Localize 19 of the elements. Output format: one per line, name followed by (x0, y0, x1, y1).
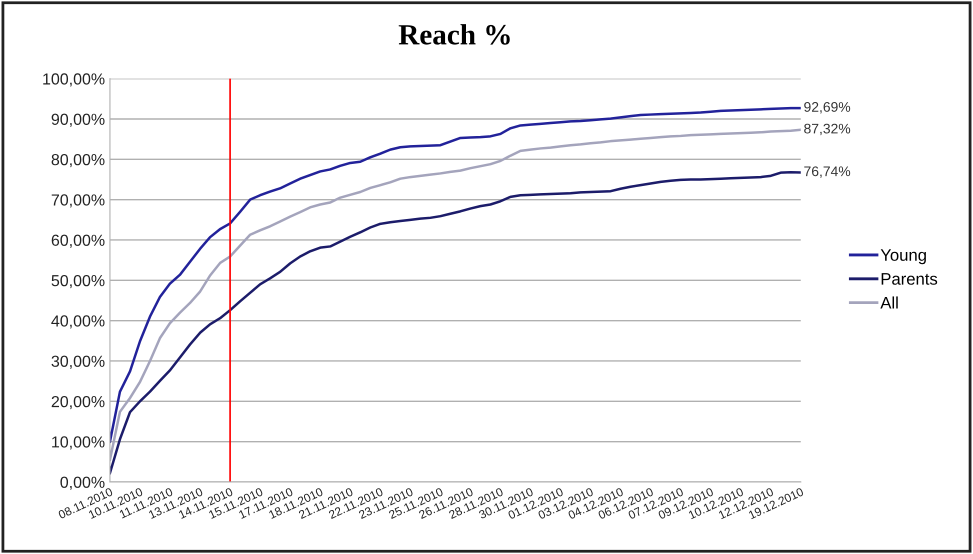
legend-label: All (880, 296, 898, 309)
chart-title: Reach % (398, 24, 510, 45)
y-tick-label: 60,00% (52, 234, 105, 248)
y-tick-label: 10,00% (52, 436, 105, 450)
y-tick-label: 100,00% (43, 73, 105, 86)
line-series (110, 170, 801, 474)
y-tick-label: 80,00% (52, 154, 105, 168)
annotation: 92,69% (804, 102, 850, 114)
y-tick-label: 20,00% (52, 396, 105, 410)
annotation: 87,32% (804, 124, 850, 136)
legend-label: Parents (882, 273, 938, 285)
y-tick-label: 40,00% (51, 315, 105, 328)
y-tick-label: 50,00% (52, 274, 105, 288)
legend-label: Young (880, 249, 926, 264)
annotation: 76,74% (804, 166, 850, 178)
y-tick-label: 90,00% (52, 114, 105, 127)
y-tick-label: 30,00% (52, 356, 105, 369)
y-tick-label: 0,00% (60, 476, 105, 490)
y-tick-label: 70,00% (52, 194, 105, 208)
